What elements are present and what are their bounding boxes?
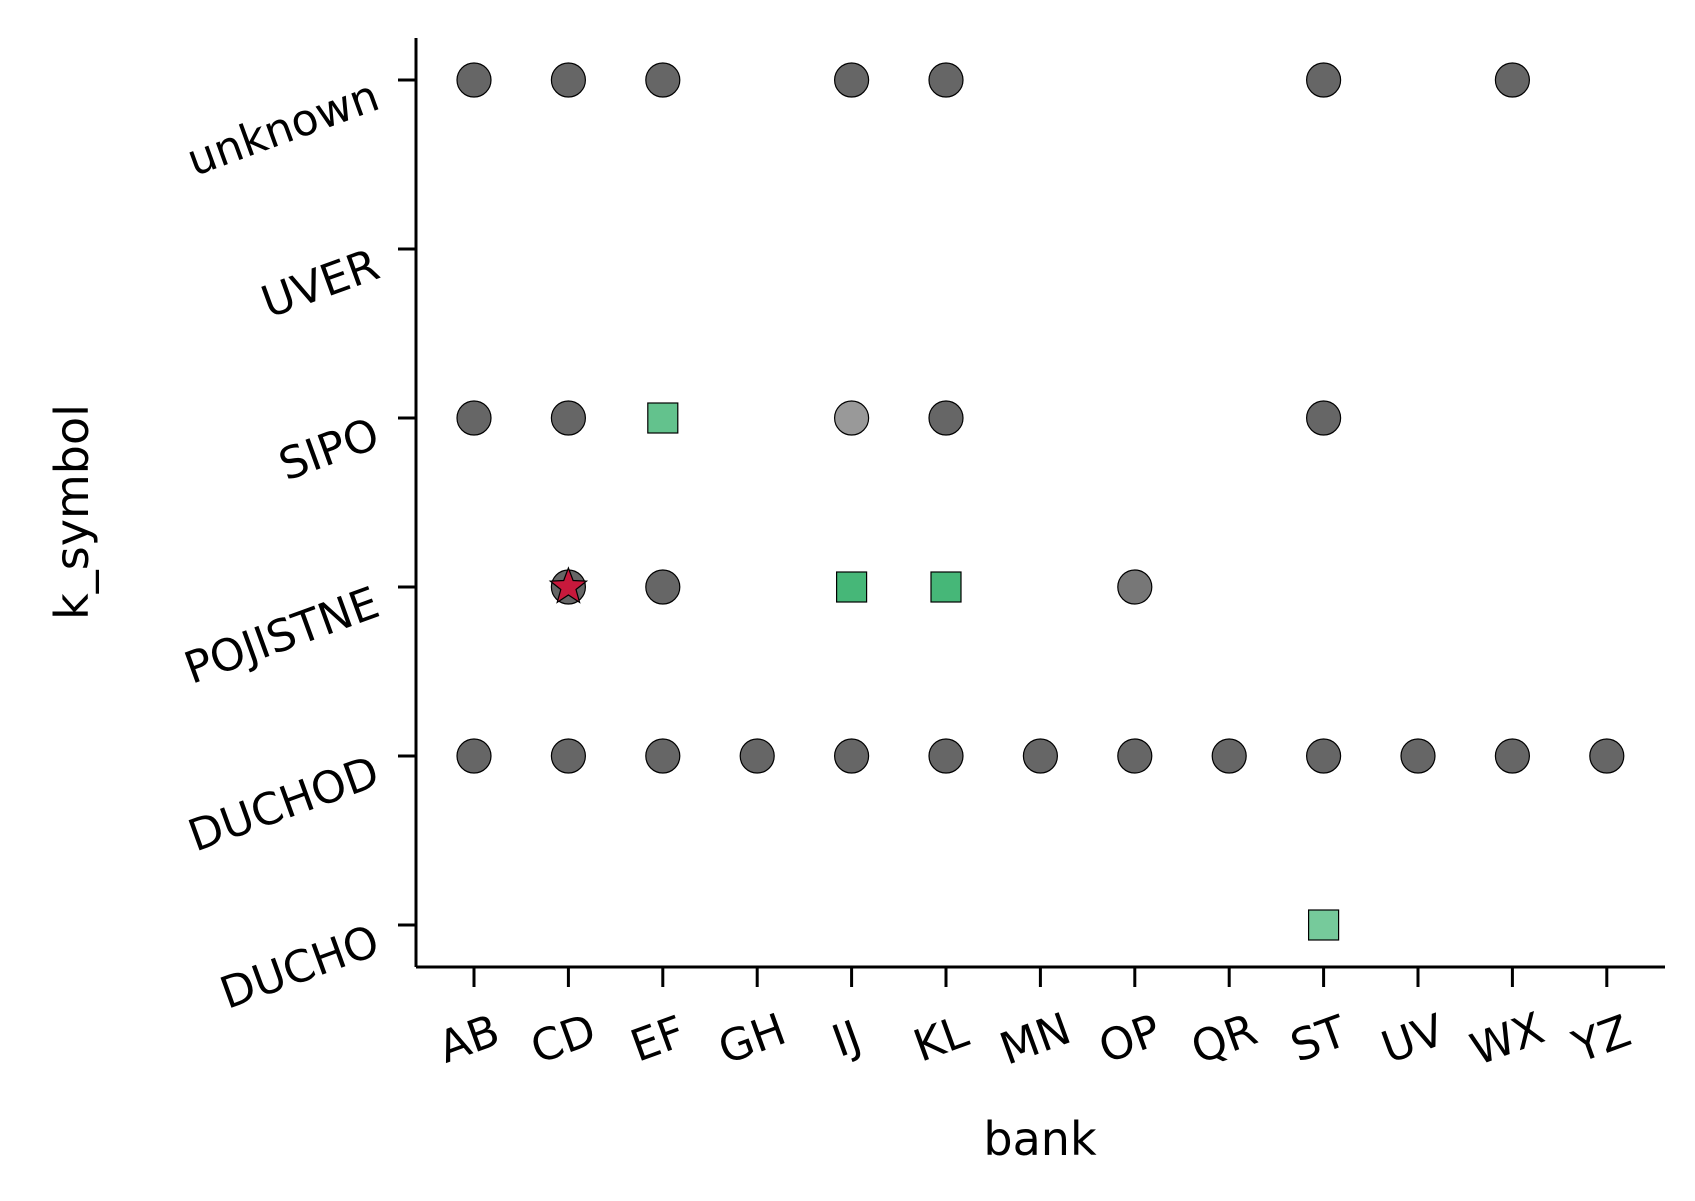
x-axis-title: bank xyxy=(983,1112,1097,1166)
data-point-circle xyxy=(928,738,964,774)
data-point-circle xyxy=(833,738,870,774)
data-point-circle xyxy=(1117,738,1153,774)
data-point-circle xyxy=(1305,738,1342,774)
data-point-circle xyxy=(550,62,587,98)
data-point-circle xyxy=(645,62,681,98)
data-point-circle xyxy=(645,738,681,774)
data-point-circle xyxy=(928,62,964,98)
data-point-circle xyxy=(1305,62,1342,98)
data-point-square xyxy=(930,571,962,603)
data-point-circle xyxy=(928,400,964,436)
data-point-circle xyxy=(739,738,775,774)
data-point-circle xyxy=(645,569,681,605)
data-point-circle xyxy=(1400,738,1436,774)
data-point-square xyxy=(1307,909,1340,941)
plot-marks xyxy=(456,62,1625,941)
data-point-circle xyxy=(1211,738,1247,774)
data-point-circle xyxy=(1305,400,1342,436)
data-point-circle xyxy=(1494,62,1531,98)
data-point-square xyxy=(835,571,868,603)
data-point-circle xyxy=(1022,738,1059,774)
data-point-circle xyxy=(833,400,870,436)
data-point-circle xyxy=(456,738,492,774)
data-point-square xyxy=(647,402,679,434)
data-point-circle xyxy=(1117,569,1153,605)
data-point-circle xyxy=(833,62,870,98)
data-point-circle xyxy=(550,400,587,436)
y-axis-title: k_symbol xyxy=(45,404,99,620)
data-point-circle xyxy=(550,738,587,774)
data-point-circle xyxy=(456,62,492,98)
data-point-circle xyxy=(456,400,492,436)
data-point-circle xyxy=(1589,738,1625,774)
data-point-circle xyxy=(1494,738,1531,774)
data-point-star xyxy=(548,566,589,604)
